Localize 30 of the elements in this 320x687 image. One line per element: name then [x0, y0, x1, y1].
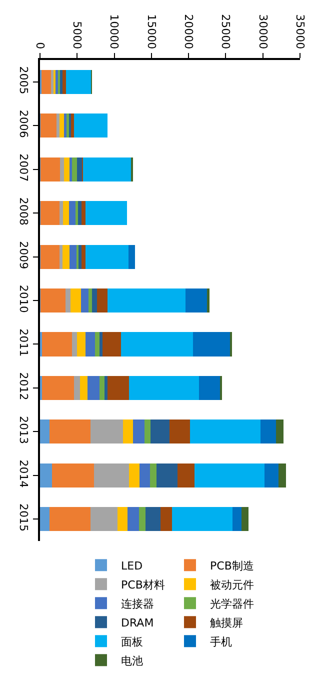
y-tick-label: 2013 — [16, 416, 30, 444]
legend-label: PCB材料 — [121, 578, 165, 592]
legend-label: 面板 — [121, 635, 143, 648]
legend-label: 光学器件 — [210, 597, 254, 610]
x-tick-label: 5000 — [70, 21, 84, 50]
legend-label: PCB制造 — [210, 559, 254, 572]
y-tick-label: 2011 — [16, 328, 30, 357]
y-tick-label: 2010 — [16, 284, 30, 313]
y-tick-label: 2015 — [16, 503, 30, 532]
legend-label: 电池 — [121, 654, 143, 668]
x-tick-label: 30000 — [256, 14, 270, 50]
x-tick-label: 10000 — [108, 14, 121, 50]
y-tick-label: 2005 — [16, 66, 30, 94]
x-tick-label: 35000 — [293, 14, 306, 50]
x-tick-label: 0 — [33, 42, 46, 50]
legend-label: LED — [121, 559, 143, 572]
y-tick-label: 2007 — [16, 154, 30, 182]
y-tick-label: 2008 — [16, 197, 30, 226]
x-tick-label: 20000 — [182, 14, 195, 50]
x-tick-label: 15000 — [144, 14, 158, 50]
y-tick-label: 2014 — [16, 460, 30, 488]
legend-label: DRAM — [121, 616, 154, 630]
legend-label: 被动元件 — [210, 578, 254, 592]
y-tick-label: 2006 — [16, 110, 30, 138]
y-tick-label: 2009 — [16, 241, 30, 270]
legend-label: 手机 — [210, 635, 232, 648]
x-tick-label: 25000 — [219, 14, 232, 50]
legend-label: 触摸屏 — [210, 616, 243, 630]
y-tick-label: 2012 — [16, 372, 30, 400]
legend-label: 连接器 — [121, 597, 154, 610]
